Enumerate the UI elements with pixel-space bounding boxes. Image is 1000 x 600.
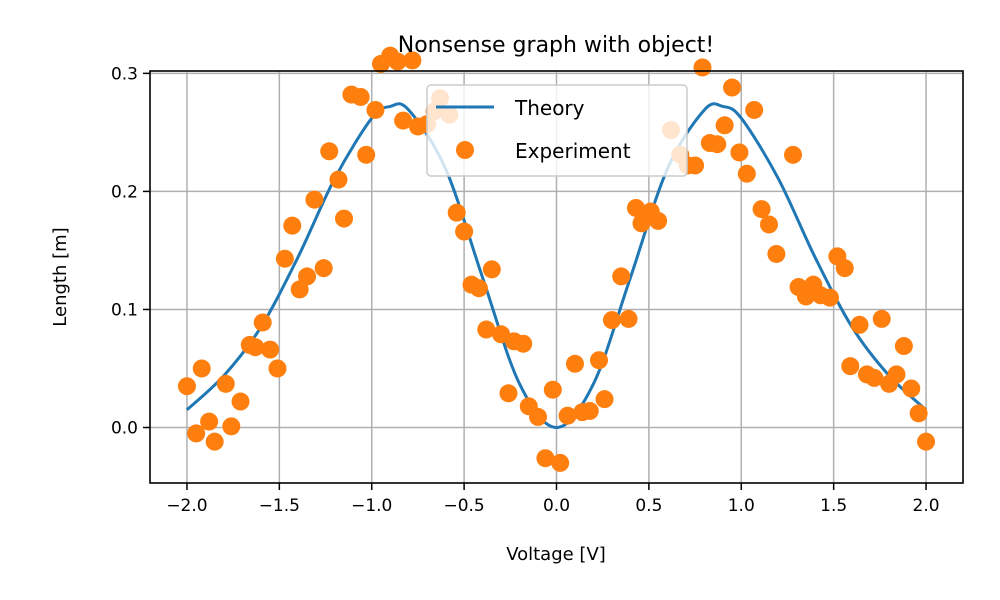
experiment-point: [551, 453, 570, 472]
experiment-point: [246, 338, 265, 357]
legend-theory-label: Theory: [514, 96, 585, 120]
experiment-point: [767, 244, 786, 263]
experiment-point: [580, 401, 599, 420]
y-axis: 0.0 0.1 0.2 0.3: [111, 64, 150, 439]
experiment-point: [909, 404, 928, 423]
experiment-point: [514, 334, 533, 353]
experiment-point: [253, 313, 272, 332]
experiment-point: [447, 203, 466, 222]
experiment-point: [357, 145, 376, 164]
experiment-point: [872, 309, 891, 328]
experiment-point: [222, 417, 241, 436]
experiment-point: [558, 406, 577, 425]
experiment-point: [187, 424, 206, 443]
experiment-point: [529, 407, 548, 426]
experiment-point: [320, 142, 339, 161]
experiment-point: [305, 190, 324, 209]
x-tick-label: 0.0: [543, 496, 570, 516]
x-axis: −2.0 −1.5 −1.0 −0.5 0.0 0.5 1.0 1.5 2.0: [166, 483, 940, 516]
y-tick-label: 0.1: [111, 300, 138, 320]
x-tick-label: 2.0: [913, 496, 940, 516]
experiment-point: [314, 259, 333, 278]
experiment-point: [612, 267, 631, 286]
experiment-point: [283, 216, 302, 235]
experiment-point: [723, 78, 742, 97]
experiment-point: [388, 52, 407, 71]
y-tick-label: 0.3: [111, 64, 138, 84]
experiment-point: [536, 449, 555, 468]
theory-series: [185, 102, 928, 430]
experiment-point: [200, 412, 219, 431]
legend-experiment-marker-icon: [456, 141, 474, 159]
chart-title: Nonsense graph with object!: [398, 33, 714, 58]
y-tick-label: 0.2: [111, 182, 138, 202]
experiment-point: [543, 380, 562, 399]
experiment-point: [329, 170, 348, 189]
legend-experiment-label: Experiment: [515, 139, 631, 163]
experiment-point: [686, 156, 705, 175]
x-tick-label: 0.5: [635, 496, 662, 516]
experiment-point: [835, 259, 854, 278]
experiment-point: [730, 143, 749, 162]
experiment-point: [894, 337, 913, 356]
experiment-point: [499, 384, 518, 403]
experiment-point: [820, 288, 839, 307]
experiment-point: [626, 198, 645, 217]
experiment-point: [737, 164, 756, 183]
experiment-point: [784, 145, 803, 164]
legend: Theory Experiment: [426, 84, 688, 177]
y-tick-label: 0.0: [111, 419, 138, 439]
experiment-point: [619, 309, 638, 328]
experiment-point: [192, 359, 211, 378]
experiment-point: [841, 357, 860, 376]
experiment-point: [902, 379, 921, 398]
x-tick-label: 1.0: [728, 496, 755, 516]
experiment-point: [177, 377, 196, 396]
experiment-point: [394, 111, 413, 130]
experiment-point: [216, 374, 235, 393]
x-tick-label: −1.0: [351, 496, 392, 516]
experiment-point: [602, 311, 621, 330]
x-tick-label: −2.0: [166, 496, 207, 516]
experiment-point: [708, 135, 727, 154]
experiment-point: [917, 432, 936, 451]
experiment-point: [477, 320, 496, 339]
x-tick-label: −1.5: [259, 496, 300, 516]
experiment-point: [205, 432, 224, 451]
experiment-point: [261, 340, 280, 359]
experiment-point: [275, 249, 294, 268]
experiment-point: [268, 359, 287, 378]
experiment-point: [745, 100, 764, 119]
x-axis-label: Voltage [V]: [506, 544, 606, 565]
experiment-point: [850, 315, 869, 334]
experiment-point: [715, 116, 734, 135]
y-axis-label: Length [m]: [50, 227, 71, 326]
experiment-point: [649, 211, 668, 230]
experiment-point: [231, 392, 250, 411]
experiment-point: [565, 354, 584, 373]
experiment-point: [865, 368, 884, 387]
theory-line: [185, 102, 928, 430]
experiment-point: [455, 222, 474, 241]
experiment-point: [351, 87, 370, 106]
x-tick-label: −0.5: [443, 496, 484, 516]
experiment-point: [887, 365, 906, 384]
experiment-point: [482, 260, 501, 279]
experiment-point: [759, 215, 778, 234]
experiment-point: [298, 267, 317, 286]
x-tick-label: 1.5: [820, 496, 847, 516]
experiment-point: [693, 58, 712, 77]
experiment-point: [752, 200, 771, 219]
experiment-point: [366, 100, 385, 119]
experiment-point: [595, 390, 614, 409]
experiment-point: [469, 279, 488, 298]
experiment-point: [403, 51, 422, 70]
experiment-point: [589, 351, 608, 370]
experiment-point: [335, 209, 354, 228]
